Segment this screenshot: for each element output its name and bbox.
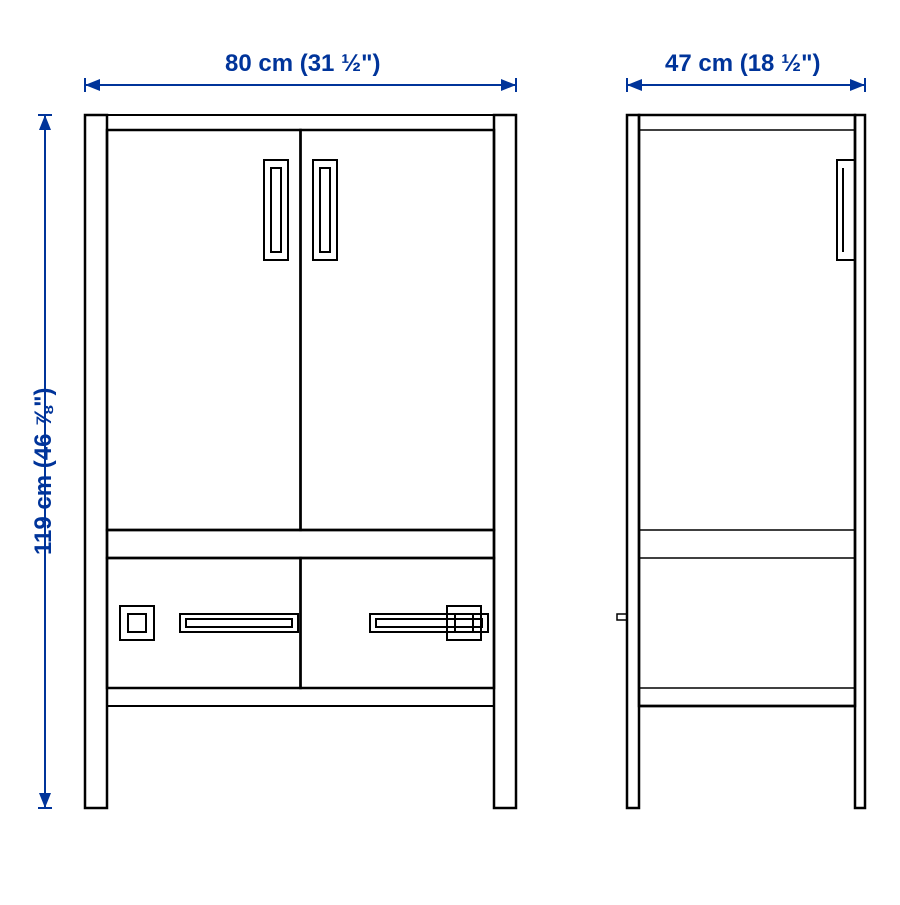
depth-label: 47 cm (18 ½") (665, 50, 820, 78)
depth-dimension (627, 78, 865, 92)
dimension-diagram (0, 0, 900, 900)
side-view (617, 115, 865, 808)
height-label: 119 cm (46 ⅞") (30, 388, 58, 555)
width-dimension (85, 78, 516, 92)
front-view (85, 115, 516, 808)
width-label: 80 cm (31 ½") (225, 50, 380, 78)
